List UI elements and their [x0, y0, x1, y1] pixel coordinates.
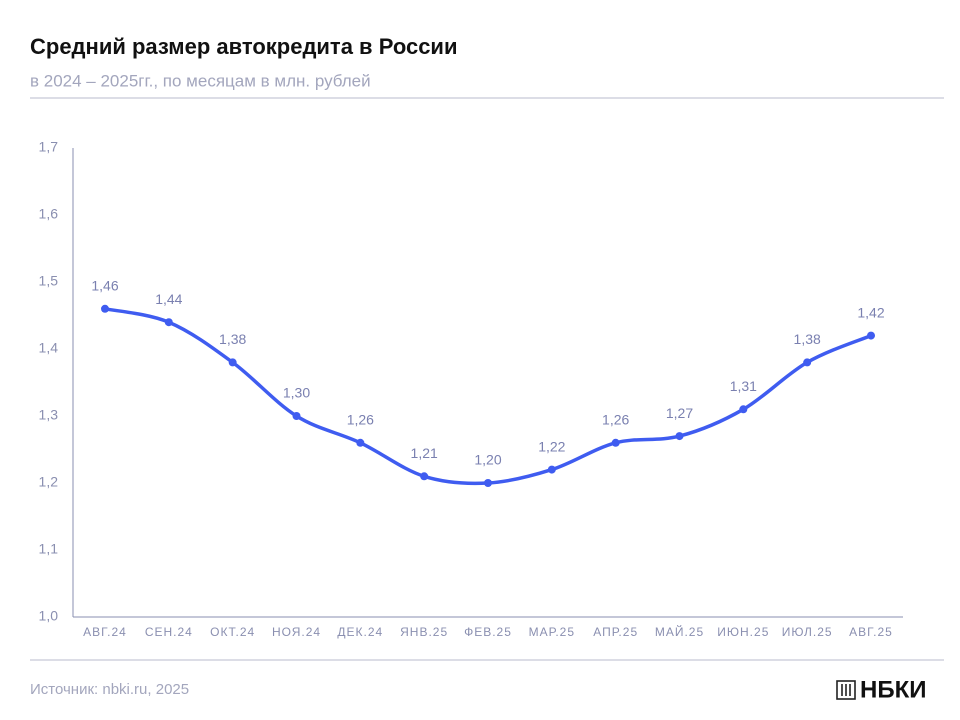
data-label: 1,44 — [155, 291, 182, 307]
x-tick-label: ЯНВ.25 — [400, 625, 448, 639]
data-point — [292, 412, 301, 420]
chart-subtitle: в 2024 – 2025гг., по месяцам в млн. рубл… — [30, 71, 371, 90]
data-point — [867, 331, 875, 340]
data-label: 1,42 — [857, 304, 884, 320]
y-tick-label: 1,2 — [39, 474, 59, 490]
x-tick-label: АПР.25 — [593, 625, 638, 639]
x-tick-label: ДЕК.24 — [337, 625, 383, 639]
data-label: 1,26 — [602, 412, 629, 428]
data-point — [739, 405, 748, 414]
y-tick-label: 1,0 — [39, 608, 59, 624]
data-point — [484, 479, 492, 487]
x-tick-label: ИЮЛ.25 — [782, 625, 833, 639]
source: Источник: nbki.ru, 2025 — [30, 681, 189, 698]
data-label: 1,21 — [411, 445, 438, 461]
x-tick-label: АВГ.25 — [849, 625, 893, 639]
logo: НБКИ — [860, 676, 926, 703]
data-point — [675, 432, 684, 441]
data-label: 1,46 — [91, 278, 118, 294]
chart-title: Средний размер автокредита в России — [30, 34, 458, 59]
x-tick-label: СЕН.24 — [145, 625, 193, 639]
x-tick-label: АВГ.24 — [83, 625, 127, 639]
x-tick-label: ОКТ.24 — [210, 625, 255, 639]
data-label: 1,38 — [219, 331, 246, 347]
y-tick-label: 1,6 — [39, 206, 59, 222]
x-tick-label: ФЕВ.25 — [464, 625, 512, 639]
x-tick-label: МАР.25 — [529, 625, 575, 639]
y-tick-label: 1,4 — [39, 340, 59, 356]
data-point — [803, 358, 812, 367]
data-point — [228, 358, 237, 367]
data-label: 1,30 — [283, 385, 310, 401]
x-tick-label: НОЯ.24 — [272, 625, 321, 639]
data-point — [356, 438, 365, 447]
y-tick-label: 1,1 — [39, 541, 59, 557]
data-point — [420, 472, 429, 481]
y-tick-label: 1,3 — [39, 407, 59, 423]
x-tick-label: МАЙ.25 — [655, 624, 704, 639]
data-point — [101, 304, 109, 313]
data-label: 1,38 — [794, 331, 821, 347]
data-label: 1,22 — [538, 438, 565, 454]
data-label: 1,20 — [474, 452, 501, 468]
data-point — [164, 318, 173, 327]
y-tick-label: 1,5 — [39, 273, 59, 289]
data-point — [611, 438, 620, 447]
data-label: 1,27 — [666, 405, 693, 421]
x-tick-label: ИЮН.25 — [717, 625, 769, 639]
data-label: 1,26 — [347, 412, 374, 428]
data-point — [547, 465, 556, 474]
y-tick-label: 1,7 — [39, 139, 59, 155]
logo-icon — [836, 680, 856, 700]
data-label: 1,31 — [730, 378, 757, 394]
